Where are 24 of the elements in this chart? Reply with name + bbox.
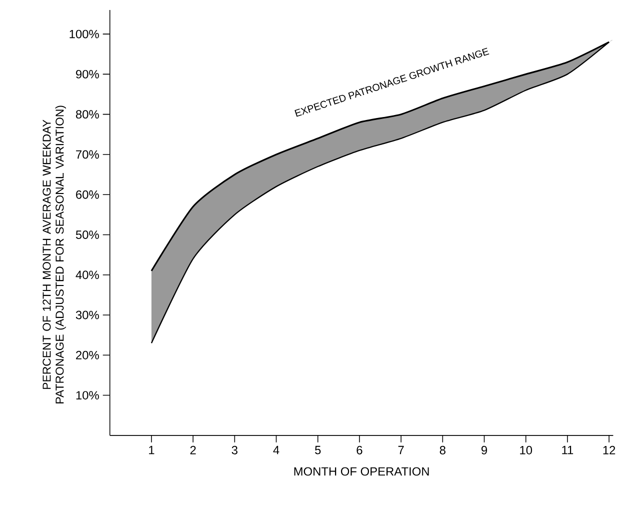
x-tick-label: 4 — [273, 446, 280, 454]
x-tick-label: 3 — [232, 446, 238, 454]
y-tick-label: 100% — [70, 30, 99, 38]
y-tick-label: 50% — [76, 230, 99, 239]
x-tick-label: 6 — [356, 446, 362, 454]
y-tick-label: 20% — [76, 350, 99, 360]
x-tick-label: 11 — [562, 446, 574, 454]
x-tick-label: 2 — [190, 446, 196, 454]
y-tick-label: 40% — [76, 270, 99, 279]
y-tick-label: 30% — [76, 310, 99, 320]
x-tick-label: 10 — [520, 446, 532, 454]
y-tick-label: 90% — [76, 70, 99, 78]
y-tick-label: 60% — [76, 190, 99, 199]
y-tick-label: 70% — [76, 150, 99, 159]
x-tick-label: 12 — [603, 446, 616, 454]
x-tick-label: 9 — [481, 446, 487, 454]
x-tick-label: 1 — [149, 446, 154, 454]
y-axis-title: PERCENT OF 12TH MONTH AVERAGE WEEKDAY PATRONAGE (ADJUSTED FOR SEASONAL VARIATION) — [42, 106, 66, 404]
x-tick-label: 8 — [440, 446, 446, 454]
x-tick-label: 5 — [315, 446, 321, 454]
y-tick-label: 10% — [76, 390, 99, 400]
x-tick-label: 7 — [398, 446, 404, 454]
y-tick-label: 80% — [76, 110, 99, 118]
x-axis-title: MONTH OF OPERATION — [294, 467, 429, 476]
